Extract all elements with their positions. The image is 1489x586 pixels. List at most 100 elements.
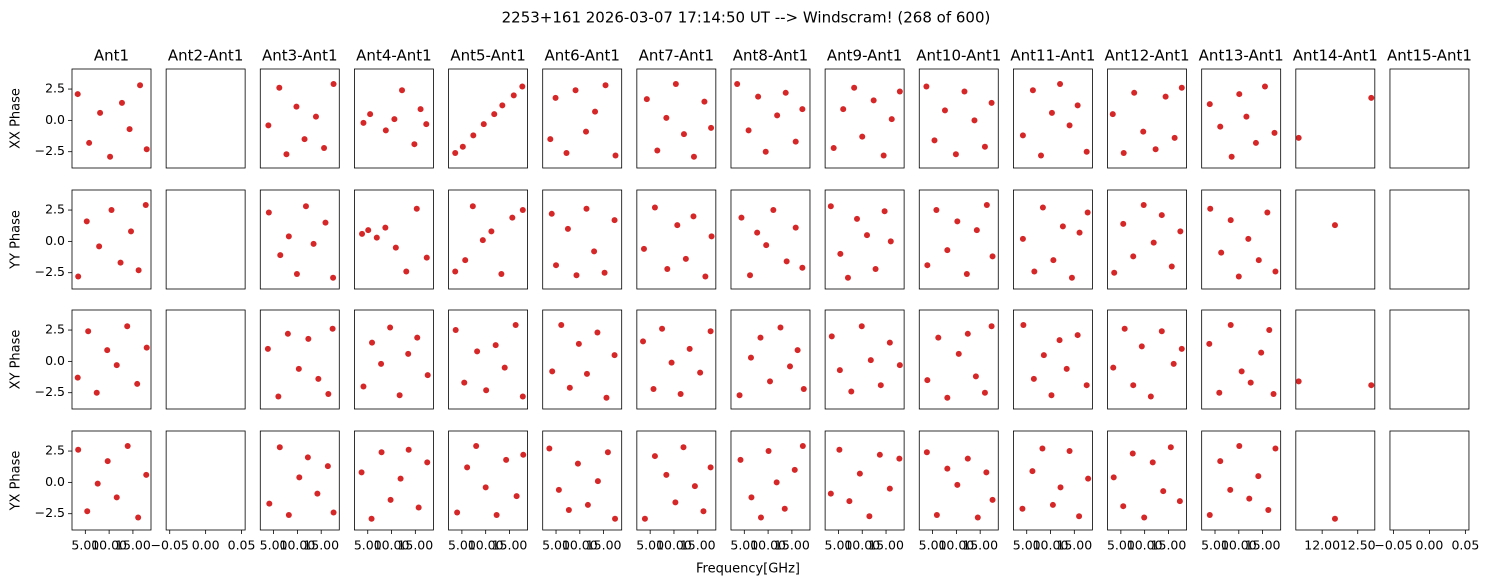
point bbox=[1109, 111, 1116, 118]
point bbox=[285, 233, 292, 240]
column-title: Ant10-Ant1 bbox=[916, 47, 1001, 65]
panel-frame bbox=[824, 309, 905, 410]
panel-frame bbox=[1013, 430, 1093, 531]
point bbox=[944, 465, 951, 472]
point bbox=[972, 373, 979, 380]
column-title: Ant14-Ant1 bbox=[1293, 47, 1378, 65]
point bbox=[575, 340, 582, 347]
point bbox=[454, 509, 461, 516]
point bbox=[952, 151, 959, 158]
point bbox=[1162, 93, 1169, 100]
point bbox=[702, 273, 709, 280]
point bbox=[971, 117, 978, 124]
point bbox=[96, 243, 103, 250]
point bbox=[1255, 473, 1262, 480]
x-tick-label: 0.05 bbox=[228, 538, 256, 553]
point bbox=[988, 99, 995, 106]
point bbox=[837, 250, 844, 257]
point bbox=[1066, 122, 1073, 129]
point bbox=[519, 83, 526, 90]
point bbox=[765, 448, 772, 455]
point bbox=[118, 99, 125, 106]
point bbox=[124, 323, 131, 330]
point bbox=[459, 143, 466, 150]
point bbox=[672, 81, 679, 88]
point bbox=[322, 219, 329, 226]
point bbox=[974, 514, 981, 521]
panel-frame bbox=[824, 189, 905, 290]
point bbox=[325, 390, 332, 397]
point bbox=[870, 97, 877, 104]
point bbox=[786, 363, 793, 370]
point bbox=[584, 501, 591, 508]
point bbox=[1177, 228, 1184, 235]
x-tick-label: 10.00 bbox=[656, 538, 692, 553]
point bbox=[1131, 89, 1138, 96]
point bbox=[520, 451, 527, 458]
point bbox=[707, 328, 714, 335]
panel-frame bbox=[1201, 189, 1282, 290]
panel-frame bbox=[542, 430, 623, 531]
point bbox=[124, 443, 131, 450]
column-title: Ant6-Ant1 bbox=[544, 47, 619, 65]
point bbox=[1295, 134, 1302, 141]
point bbox=[1331, 515, 1338, 522]
point bbox=[483, 387, 490, 394]
panel-frame bbox=[448, 68, 528, 169]
point bbox=[745, 127, 752, 134]
point bbox=[1266, 327, 1273, 334]
x-tick-label: 5.00 bbox=[825, 538, 853, 553]
point bbox=[501, 364, 508, 371]
point bbox=[799, 443, 806, 450]
point bbox=[378, 360, 385, 367]
point bbox=[933, 207, 940, 214]
point bbox=[773, 479, 780, 486]
point bbox=[1206, 101, 1213, 108]
point bbox=[851, 84, 858, 91]
y-axis-label: YY Phase bbox=[9, 210, 24, 270]
point bbox=[1228, 153, 1235, 160]
point bbox=[668, 359, 675, 366]
point bbox=[414, 334, 421, 341]
point bbox=[1029, 468, 1036, 475]
x-tick-label: 5.00 bbox=[636, 538, 664, 553]
x-tick-label: 5.00 bbox=[354, 538, 382, 553]
point bbox=[1057, 484, 1064, 491]
y-tick-label: 2.5 bbox=[45, 81, 65, 96]
point bbox=[691, 483, 698, 490]
point bbox=[770, 207, 777, 214]
point bbox=[295, 365, 302, 372]
x-tick-label: 15.00 bbox=[1056, 538, 1092, 553]
point bbox=[367, 111, 374, 118]
panel-frame bbox=[1201, 309, 1282, 410]
point bbox=[142, 202, 149, 209]
point bbox=[690, 153, 697, 160]
point bbox=[1246, 495, 1253, 502]
point bbox=[830, 144, 837, 151]
point bbox=[283, 151, 290, 158]
point bbox=[74, 91, 81, 98]
point bbox=[867, 357, 874, 364]
point bbox=[324, 463, 331, 470]
panel-frame bbox=[918, 430, 999, 531]
point bbox=[757, 514, 764, 521]
point bbox=[896, 455, 903, 462]
point bbox=[1295, 378, 1302, 385]
point bbox=[1149, 459, 1156, 466]
point bbox=[293, 270, 300, 277]
point bbox=[493, 511, 500, 518]
panel-frame bbox=[165, 309, 246, 410]
point bbox=[935, 334, 942, 341]
point bbox=[663, 471, 670, 478]
y-tick-label: 0.0 bbox=[45, 353, 65, 368]
point bbox=[1029, 87, 1036, 94]
panel-frame bbox=[1295, 309, 1376, 410]
panel-frame bbox=[542, 189, 623, 290]
point bbox=[314, 490, 321, 497]
point bbox=[1261, 83, 1268, 90]
point bbox=[591, 248, 598, 255]
point bbox=[1236, 443, 1243, 450]
point bbox=[1059, 223, 1066, 230]
point bbox=[104, 458, 111, 465]
x-tick-label: 15.00 bbox=[115, 538, 151, 553]
